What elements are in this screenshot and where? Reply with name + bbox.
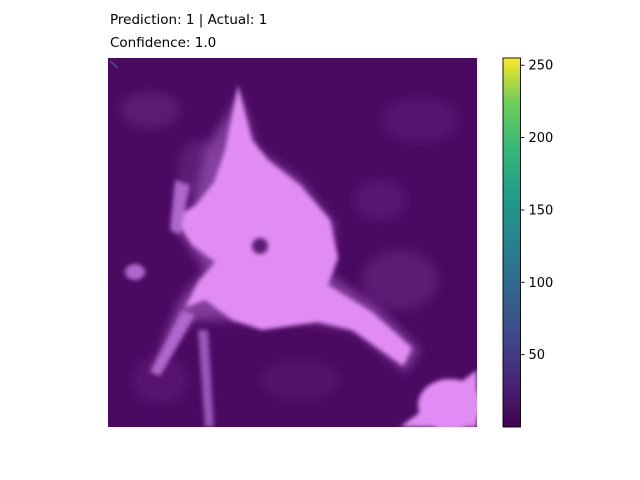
colorbar-tick-label: 200: [529, 131, 554, 146]
heatmap-image: [108, 58, 477, 427]
colorbar-gradient: [503, 58, 521, 427]
colorbar-tick-label: 50: [529, 348, 546, 363]
title-prediction-actual: Prediction: 1 | Actual: 1: [110, 12, 268, 28]
heatmap-texture: [120, 92, 460, 404]
colorbar: 50 100 150 200 250: [502, 57, 554, 428]
nodule-mask: [125, 85, 477, 427]
colorbar-ticks: 50 100 150 200 250: [520, 59, 554, 363]
colorbar-tick-label: 100: [529, 276, 554, 291]
nodule-center: [252, 238, 268, 254]
colorbar-tick-label: 250: [529, 59, 554, 74]
colorbar-frame: [502, 57, 521, 428]
corner-artifact: [109, 60, 119, 69]
colorbar-tick-label: 150: [529, 203, 554, 218]
title-confidence: Confidence: 1.0: [110, 35, 217, 51]
